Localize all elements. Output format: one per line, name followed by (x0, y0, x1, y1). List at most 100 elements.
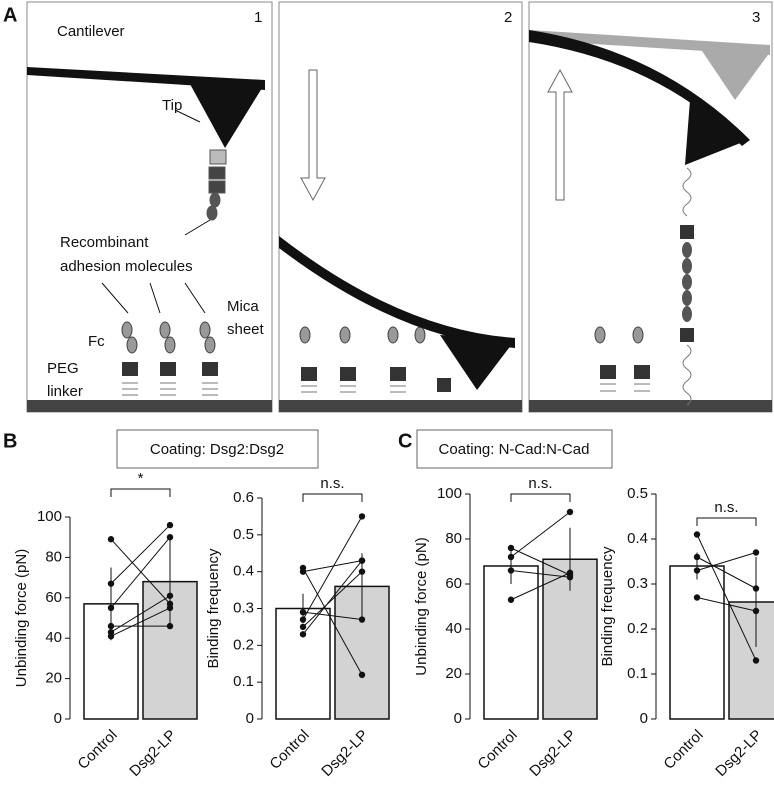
point (693, 531, 701, 538)
leader (184, 219, 211, 236)
point (566, 574, 574, 581)
bracket (110, 488, 171, 497)
pair-line (510, 511, 571, 558)
label: Mica (227, 298, 259, 315)
panel-label: A (3, 4, 17, 26)
x-tick-label: Control (74, 727, 120, 773)
pair-line (696, 556, 757, 589)
pair-line (696, 597, 757, 612)
y-tick-label: 0.2 (627, 620, 648, 637)
point (166, 534, 174, 541)
y-tick-label: 0 (640, 710, 648, 727)
x-tick-label: Control (660, 727, 706, 773)
label: Recombinant (60, 234, 149, 251)
mica (279, 400, 522, 412)
leader (184, 282, 206, 314)
y-tick-label: 100 (437, 485, 462, 502)
pair-line (110, 607, 171, 637)
point (507, 544, 515, 552)
point (507, 567, 515, 574)
bracket (302, 493, 363, 502)
point (507, 596, 515, 603)
bar (669, 565, 725, 720)
significance: n.s. (320, 475, 344, 492)
y-axis-label: Unbinding force (pN) (413, 537, 430, 675)
point (107, 536, 115, 543)
point (752, 549, 760, 556)
cantilever (529, 30, 750, 146)
tip-rest (700, 48, 770, 100)
point (693, 594, 701, 601)
point (693, 553, 701, 561)
point (358, 513, 366, 520)
y-tick-label: 0.3 (627, 575, 648, 592)
leader (101, 282, 129, 314)
y-tick-label: 0.3 (233, 599, 254, 616)
pair-line (302, 611, 363, 621)
pair-line (302, 571, 363, 628)
y-axis-label: Unbinding force (pN) (13, 549, 30, 687)
pair-line (302, 567, 363, 676)
bar (728, 601, 774, 720)
point (752, 607, 760, 615)
bar (483, 565, 539, 720)
significance: n.s. (714, 499, 738, 516)
y-tick-label: 0.5 (627, 485, 648, 502)
y-tick-label: 40 (445, 620, 462, 637)
tip (440, 335, 515, 390)
y-tick-label: 20 (445, 665, 462, 682)
point (752, 585, 760, 592)
tip (190, 84, 262, 148)
bracket (696, 517, 757, 526)
molecule (206, 149, 227, 221)
y-axis-label: Binding frequency (205, 548, 222, 669)
step: 2 (504, 9, 512, 26)
y-tick-label: 0.4 (233, 563, 254, 580)
point (166, 622, 174, 630)
point (507, 553, 515, 561)
y-tick-label: 0 (246, 710, 254, 727)
point (358, 616, 366, 623)
significance: * (138, 470, 144, 487)
y-tick-label: 0.2 (233, 636, 254, 653)
pair-line (302, 516, 363, 620)
y-tick-label: 0 (54, 710, 62, 727)
bracket (510, 493, 571, 502)
x-tick-label: Control (266, 727, 312, 773)
point (299, 616, 307, 623)
point (752, 657, 760, 664)
step: 1 (254, 9, 262, 26)
arrow-down (300, 69, 326, 202)
label: Cantilever (57, 23, 125, 40)
point (166, 592, 174, 599)
mica (27, 400, 272, 412)
mica (529, 400, 772, 412)
point (107, 604, 115, 612)
y-tick-label: 0.1 (627, 665, 648, 682)
coating-box (116, 429, 319, 469)
point (358, 671, 366, 678)
x-tick-label: Control (474, 727, 520, 773)
pair-line (302, 560, 363, 573)
panel-label: B (3, 430, 17, 452)
pair-line (302, 560, 363, 635)
y-tick-label: 60 (45, 589, 62, 606)
leader (174, 109, 201, 123)
y-tick-label: 80 (45, 548, 62, 565)
point (166, 604, 174, 612)
label: adhesion molecules (60, 258, 193, 275)
point (693, 567, 701, 574)
cantilever (27, 67, 265, 90)
arrow-up (547, 68, 573, 201)
y-axis-label: Binding frequency (599, 546, 616, 667)
pair-line (510, 547, 571, 576)
point (566, 569, 574, 576)
molecules (121, 167, 694, 406)
point (299, 631, 307, 638)
pair-line (110, 536, 171, 609)
y-tick-label: 80 (445, 530, 462, 547)
x-tick-label: Dsg2-LP (126, 727, 179, 780)
point (107, 632, 115, 640)
panel-label: C (398, 430, 412, 452)
x-tick-label: Dsg2-LP (318, 727, 371, 780)
